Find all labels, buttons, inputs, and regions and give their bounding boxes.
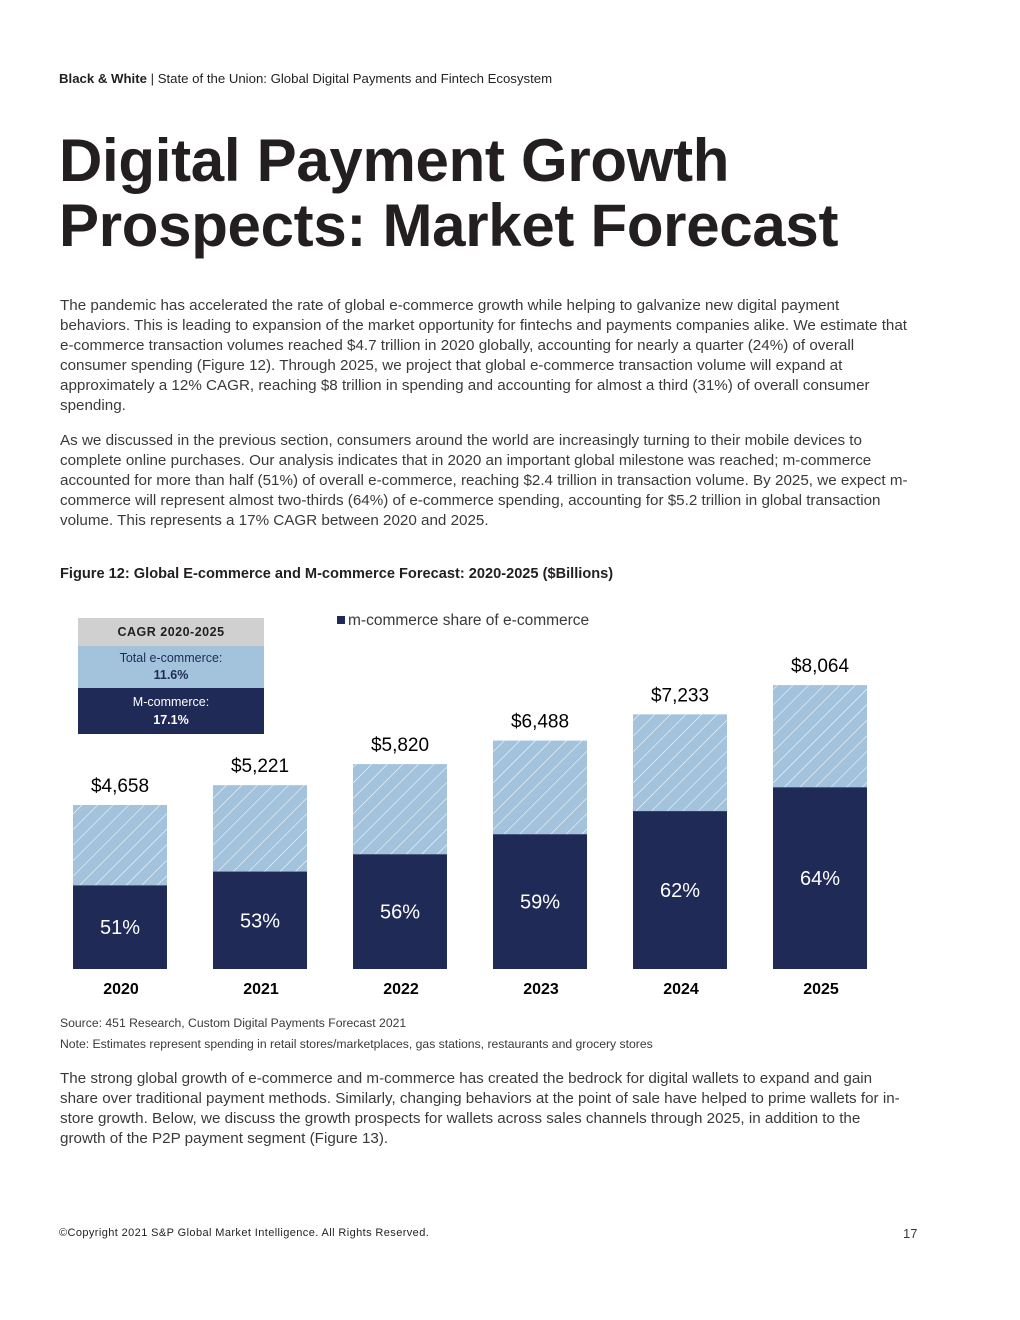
mcommerce-bar-2025 (773, 787, 867, 969)
total-label-2024: $7,233 (651, 685, 709, 706)
copyright-footer: ©Copyright 2021 S&P Global Market Intell… (59, 1227, 430, 1239)
cagr-mcommerce-value: 17.1% (153, 713, 189, 727)
x-tick-label-2022: 2022 (383, 981, 419, 998)
body-paragraph-1: The pandemic has accelerated the rate of… (60, 297, 908, 414)
mcommerce-bar-2020 (73, 885, 167, 969)
stacked-bar-chart: 51% $4,658 2020 53% $5,221 2021 56% $5,820 2022 5… (73, 656, 867, 998)
ecommerce-remainder-bar-2025 (773, 685, 867, 788)
mcommerce-bar-2024 (633, 811, 727, 969)
ecommerce-remainder-bar-2022 (353, 764, 447, 855)
legend-swatch-icon (337, 616, 345, 624)
title-line-2: Prospects: Market Forecast (59, 192, 839, 259)
share-label-2022: 56% (380, 902, 420, 924)
figure-source: Source: 451 Research, Custom Digital Pay… (60, 1016, 407, 1030)
cagr-total-ecommerce: Total e-commerce: 11.6% (78, 646, 264, 688)
body-paragraph-3: The strong global growth of e-commerce a… (60, 1070, 900, 1147)
mcommerce-bar-2022 (353, 854, 447, 969)
cagr-mcommerce-label: M-commerce: (132, 695, 210, 709)
cagr-total-value: 11.6% (153, 668, 189, 682)
mcommerce-bar-2023 (493, 834, 587, 969)
figure-note: Note: Estimates represent spending in re… (60, 1037, 653, 1051)
x-tick-label-2021: 2021 (243, 981, 279, 998)
figure-caption: Figure 12: Global E-commerce and M-comme… (60, 566, 614, 582)
x-tick-label-2023: 2023 (523, 981, 559, 998)
cagr-heading: CAGR 2020-2025 (78, 618, 264, 646)
share-label-2025: 64% (800, 868, 840, 890)
page-number: 17 (903, 1226, 918, 1241)
share-label-2021: 53% (240, 910, 280, 932)
body-paragraph-2: As we discussed in the previous section,… (60, 432, 908, 529)
share-label-2023: 59% (520, 892, 560, 914)
cagr-box: CAGR 2020-2025 Total e-commerce: 11.6% M… (78, 618, 264, 734)
share-label-2020: 51% (100, 917, 140, 939)
total-label-2023: $6,488 (511, 712, 569, 733)
total-label-2025: $8,064 (791, 656, 850, 677)
cagr-mcommerce: M-commerce: 17.1% (78, 688, 264, 734)
ecommerce-remainder-bar-2020 (73, 805, 167, 886)
page-title: Digital Payment Growth Prospects: Market … (59, 128, 838, 258)
title-line-1: Digital Payment Growth (59, 127, 730, 194)
cagr-total-label: Total e-commerce: (119, 651, 223, 665)
x-tick-label-2020: 2020 (103, 981, 139, 998)
total-label-2021: $5,221 (231, 756, 289, 777)
share-label-2024: 62% (660, 880, 700, 902)
chart-legend: m-commerce share of e-commerce (337, 612, 589, 630)
running-header: Black & White | State of the Union: Glob… (59, 71, 552, 86)
header-separator: | (146, 71, 158, 86)
report-title: State of the Union: Global Digital Payme… (157, 71, 553, 86)
ecommerce-remainder-bar-2024 (633, 714, 727, 812)
x-tick-label-2025: 2025 (803, 981, 839, 998)
total-label-2022: $5,820 (371, 735, 429, 756)
ecommerce-remainder-bar-2021 (213, 785, 307, 872)
mcommerce-bar-2021 (213, 871, 307, 969)
legend-label: m-commerce share of e-commerce (348, 612, 590, 629)
total-label-2020: $4,658 (91, 776, 149, 797)
ecommerce-remainder-bar-2023 (493, 740, 587, 835)
brand-name: Black & White (59, 71, 147, 86)
x-tick-label-2024: 2024 (663, 981, 699, 998)
